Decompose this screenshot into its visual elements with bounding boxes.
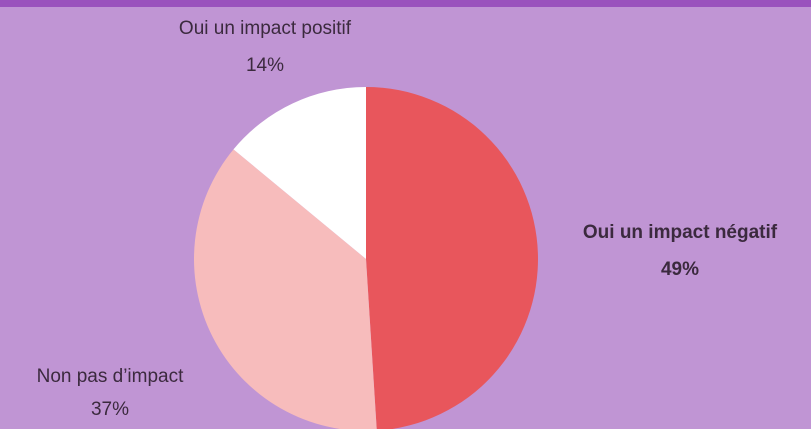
slice-value-label: 49% xyxy=(661,259,699,280)
slice-label: Oui un impact positif xyxy=(179,18,352,39)
pie-slice xyxy=(366,87,539,429)
slice-label: Oui un impact négatif xyxy=(583,222,778,243)
slice-value-label: 14% xyxy=(246,55,284,76)
pie-slice xyxy=(193,149,377,429)
pie-slice xyxy=(233,87,366,259)
slice-label: Non pas d’impact xyxy=(37,366,185,387)
top-bar xyxy=(0,0,811,7)
slice-value-label: 37% xyxy=(91,399,129,420)
